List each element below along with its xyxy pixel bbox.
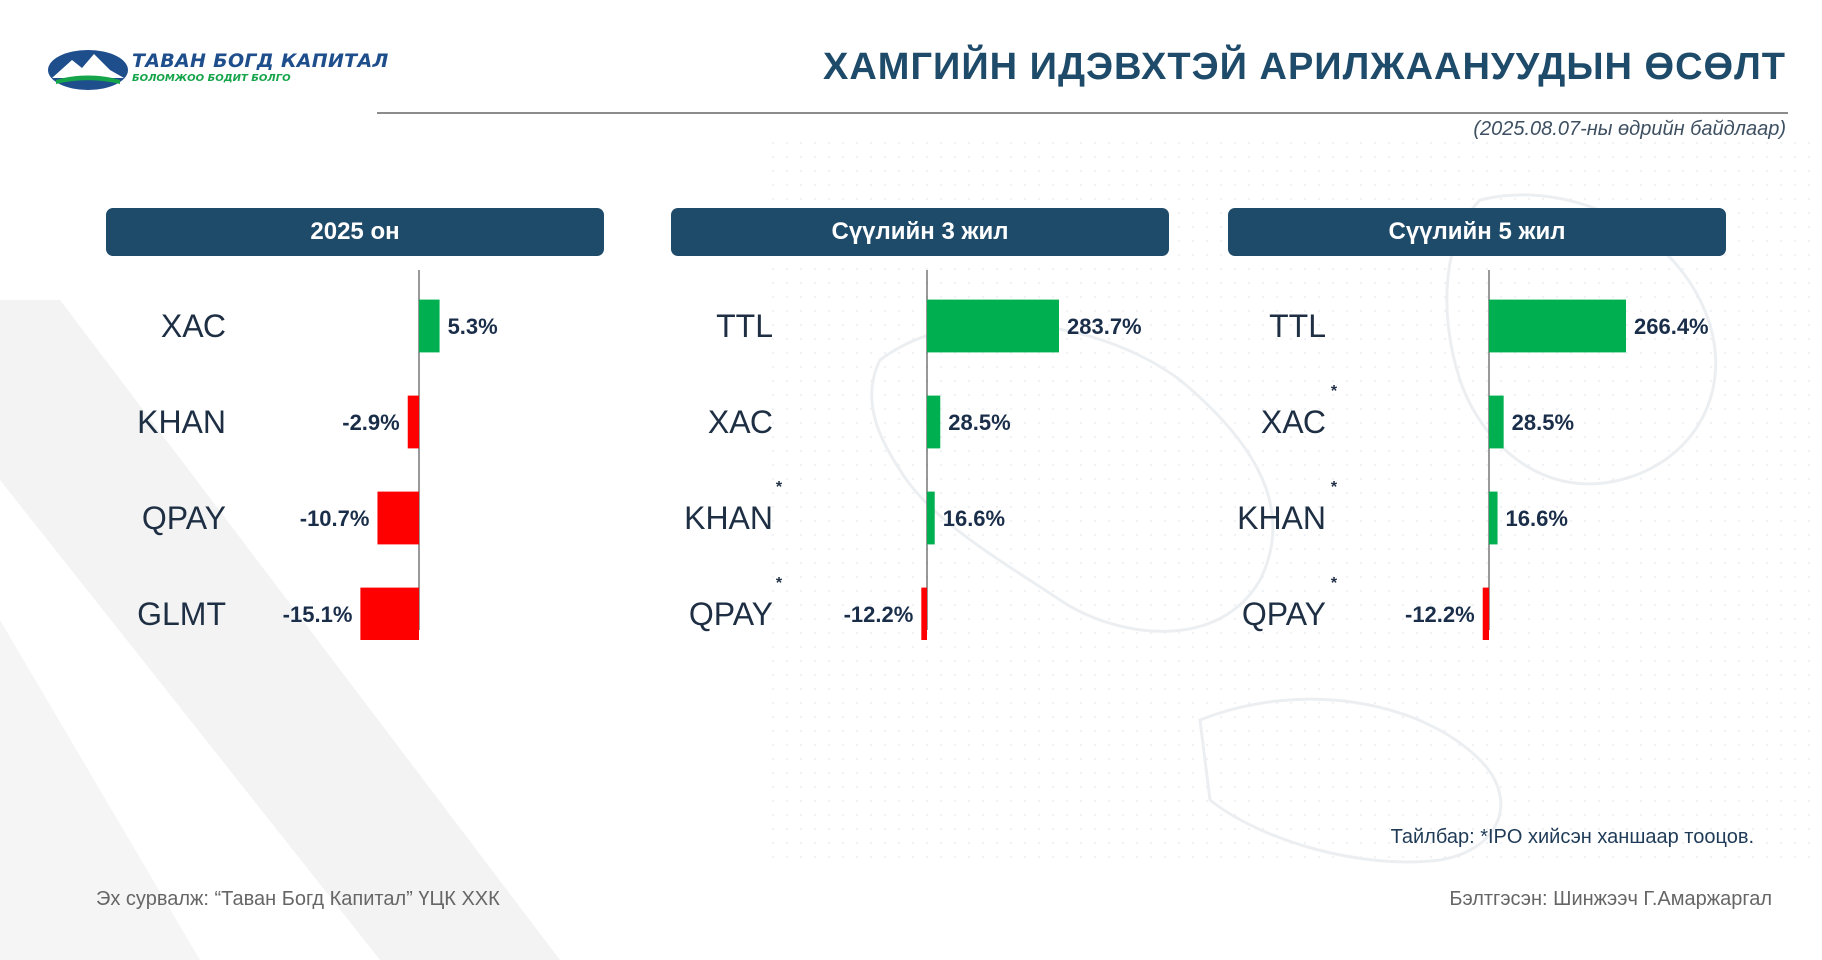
value-label: 16.6% xyxy=(1506,506,1568,531)
logo-tagline: БОЛОМЖОО БОДИТ БОЛГО xyxy=(132,73,291,84)
bar-khan xyxy=(1489,491,1498,545)
bar-chart-2025: ХАС5.3%KHAN-2.9%QPAY-10.7%GLMT-15.1%TTL-… xyxy=(137,270,498,640)
ipo-asterisk: * xyxy=(1331,575,1338,592)
value-label: -12.2% xyxy=(844,602,914,627)
bar-khan xyxy=(407,395,419,449)
value-label: -15.1% xyxy=(283,602,353,627)
value-label: 266.4% xyxy=(1634,314,1709,339)
value-label: 16.6% xyxy=(943,506,1005,531)
ipo-footnote: Тайлбар: *IPO хийсэн ханшаар тооцов. xyxy=(1390,826,1754,848)
page-title: ХАМГИЙН ИДЭВХТЭЙ АРИЛЖААНУУДЫН ӨСӨЛТ xyxy=(823,46,1786,88)
bar-khan xyxy=(927,491,935,545)
title-divider xyxy=(377,112,1788,114)
chart-panel-5-year: Сүүлийн 5 жил TTL 266.4% ХАС 28.5% * KHAN 16.6… xyxy=(1228,208,1726,640)
bar-хас xyxy=(1489,395,1504,449)
value-label: 28.5% xyxy=(1512,410,1574,435)
category-label: TTL xyxy=(716,308,773,344)
as-of-date: (2025.08.07-ны өдрийн байдлаар) xyxy=(1473,118,1786,140)
category-label: KHAN xyxy=(684,500,773,536)
panel-header-3-year: Сүүлийн 3 жил xyxy=(671,208,1169,256)
category-label: TTL xyxy=(1269,308,1326,344)
category-label: ХАС xyxy=(161,308,226,344)
chart-panel-3-year: Сүүлийн 3 жил TTL 283.7% ХАС 28.5% KHAN 16.6%… xyxy=(671,208,1169,640)
bar-хас xyxy=(927,395,941,449)
ipo-asterisk: * xyxy=(1331,479,1338,496)
value-label: 283.7% xyxy=(1067,314,1142,339)
category-label: KHAN xyxy=(1237,500,1326,536)
bar-chart-5-year: TTL266.4%ХАС28.5%*KHAN16.6%*QPAY-12.2%*G… xyxy=(1237,270,1709,640)
prepared-by: Бэлтгэсэн: Шинжээч Г.Амаржаргал xyxy=(1449,888,1772,910)
brand-logo: ТАВАН БОГД КАПИТАЛ БОЛОМЖОО БОДИТ БОЛГО xyxy=(46,46,388,92)
ipo-asterisk: * xyxy=(1331,383,1338,400)
logo-main-text: ТАВАН БОГД КАПИТАЛ xyxy=(132,50,389,72)
bar-chart-3-year: TTL283.7%ХАС28.5%KHAN16.6%*QPAY-12.2%*GL… xyxy=(684,270,1142,640)
category-label: KHAN xyxy=(137,404,226,440)
bar-glmt xyxy=(360,587,419,640)
category-label: ХАС xyxy=(708,404,773,440)
bar-qpay xyxy=(377,491,419,545)
chart-panel-2025: 2025 он ХАС 5.3% KHAN -2.9% QPAY -10.7% GLMT -1… xyxy=(106,208,604,640)
category-label: GLMT xyxy=(137,596,226,632)
value-label: -10.7% xyxy=(300,506,370,531)
bar-qpay xyxy=(1482,587,1489,640)
bar-хас xyxy=(419,299,440,353)
ipo-asterisk: * xyxy=(776,575,783,592)
panel-header-2025: 2025 он xyxy=(106,208,604,256)
panel-header-5-year: Сүүлийн 5 жил xyxy=(1228,208,1726,256)
category-label: QPAY xyxy=(689,596,773,632)
source-note: Эх сурвалж: “Таван Богд Капитал” ҮЦК ХХК xyxy=(96,888,500,910)
bar-ttl xyxy=(927,299,1059,353)
value-label: -2.9% xyxy=(342,410,399,435)
value-label: 28.5% xyxy=(948,410,1010,435)
ipo-asterisk: * xyxy=(776,479,783,496)
bar-qpay xyxy=(921,587,927,640)
category-label: QPAY xyxy=(1242,596,1326,632)
category-label: QPAY xyxy=(142,500,226,536)
value-label: -12.2% xyxy=(1405,602,1475,627)
bar-ttl xyxy=(1489,299,1626,353)
value-label: 5.3% xyxy=(448,314,498,339)
mountain-logo-icon xyxy=(48,50,128,90)
category-label: ХАС xyxy=(1261,404,1326,440)
